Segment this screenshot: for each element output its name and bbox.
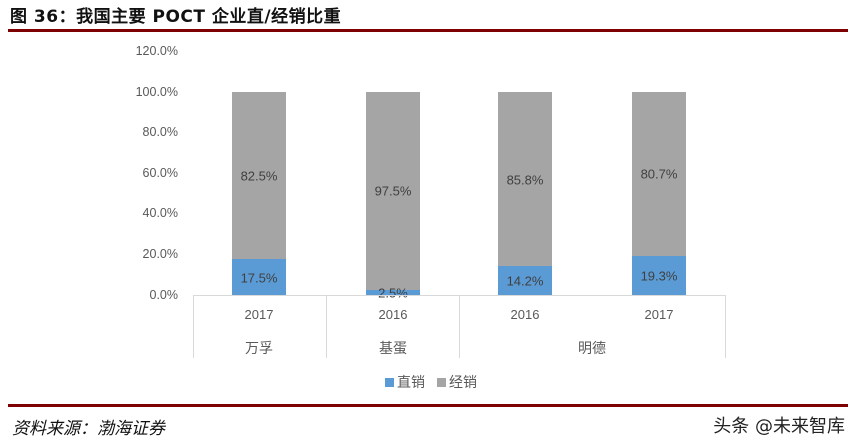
bar-segment-direct [232, 259, 286, 295]
legend-swatch-direct-icon [385, 377, 394, 387]
figure-title: 图 36：我国主要 POCT 企业直/经销比重 [10, 7, 342, 27]
bar-jidan-2016 [366, 92, 420, 295]
bar-segment-direct [498, 266, 552, 295]
x-axis-divider [459, 295, 460, 358]
x-axis-divider [193, 295, 194, 358]
y-tick: 20.0% [142, 247, 178, 261]
y-tick: 100.0% [135, 85, 178, 99]
data-label-direct: 2.5% [378, 285, 408, 301]
x-label-company: 万孚 [245, 341, 273, 357]
legend-label: 直销 [397, 375, 425, 391]
y-tick: 40.0% [142, 206, 178, 220]
data-label-direct: 17.5% [240, 270, 278, 286]
y-tick: 0.0% [149, 288, 179, 302]
data-label-distribution: 82.5% [240, 168, 278, 184]
x-axis-divider [326, 295, 327, 358]
top-rule [8, 29, 848, 32]
x-label-year: 2017 [644, 307, 674, 322]
y-tick: 120.0% [135, 44, 178, 58]
legend-item-direct: 直销 [385, 372, 425, 392]
data-label-direct: 19.3% [640, 268, 678, 284]
x-label-company: 基蛋 [379, 341, 407, 357]
bottom-rule [8, 404, 848, 407]
legend-swatch-distribution-icon [437, 377, 446, 387]
data-label-distribution: 97.5% [374, 183, 412, 199]
bar-wanfu-2017 [232, 92, 286, 295]
x-label-year: 2016 [510, 307, 540, 322]
x-label-company: 明德 [578, 341, 606, 357]
bar-segment-distribution [232, 92, 286, 260]
legend: 直销 经销 [385, 372, 485, 392]
x-label-year: 2016 [378, 307, 408, 322]
bar-segment-direct [366, 289, 420, 295]
bar-segment-distribution [498, 92, 552, 267]
source-note: 资料来源：渤海证券 [12, 419, 165, 439]
bar-mingde-2016 [498, 92, 552, 295]
data-label-direct: 14.2% [506, 273, 544, 289]
bar-segment-distribution [632, 92, 686, 256]
y-tick: 60.0% [142, 166, 178, 180]
y-tick: 80.0% [142, 125, 178, 139]
legend-label: 经销 [449, 375, 477, 391]
data-label-distribution: 80.7% [640, 166, 678, 182]
bar-mingde-2017 [632, 92, 686, 295]
bar-segment-direct [632, 255, 686, 295]
watermark: 头条 @未来智库 [713, 416, 845, 437]
bar-segment-distribution [366, 92, 420, 290]
legend-item-distribution: 经销 [437, 372, 477, 392]
x-label-year: 2017 [244, 307, 274, 322]
x-axis-divider [725, 295, 726, 358]
data-label-distribution: 85.8% [506, 172, 544, 188]
